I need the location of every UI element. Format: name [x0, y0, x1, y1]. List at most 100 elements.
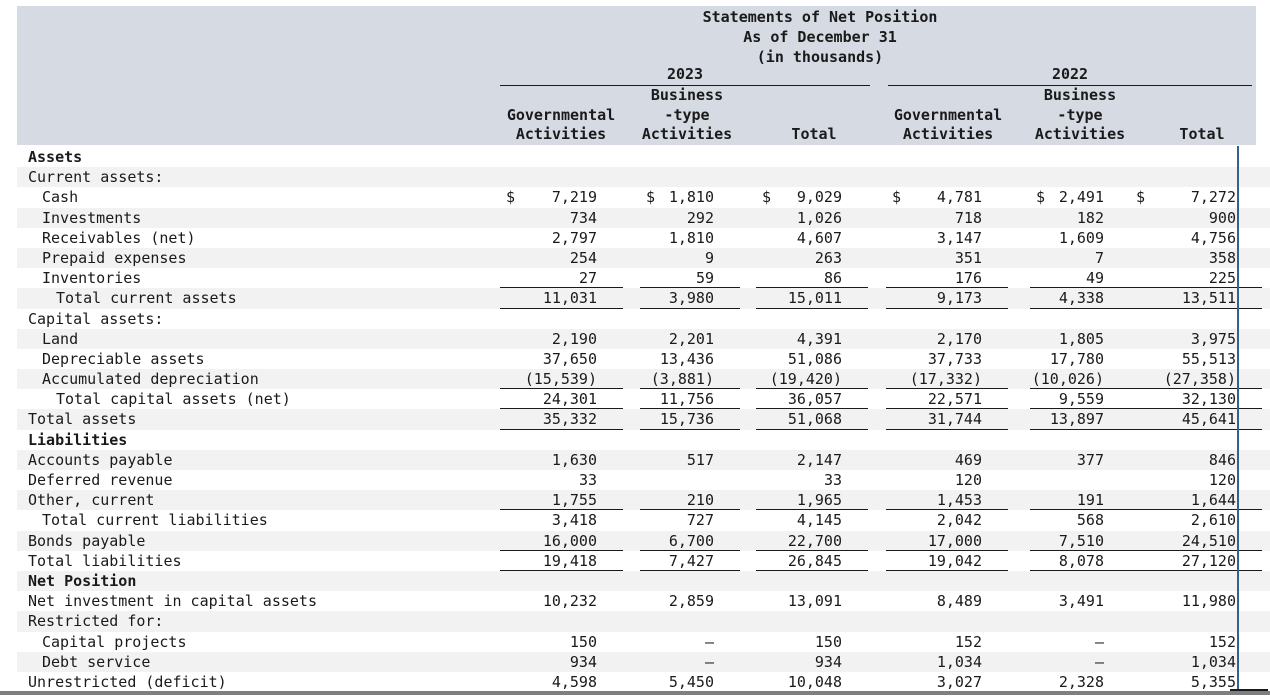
value-box: 3,980	[640, 288, 740, 309]
column-header-total-2023: Total	[729, 86, 899, 145]
column-header-gov-2022: Governmental Activities	[863, 86, 1033, 145]
row-label: Total current assets	[56, 289, 237, 308]
cell-gov-2023: 150	[498, 632, 623, 652]
cell-biz-2023: (3,881)	[623, 369, 740, 390]
cell-total-2023: 36,057	[740, 389, 868, 410]
value-text: 2,491	[1058, 188, 1104, 207]
cell-gov-2022: 17,000	[868, 531, 1008, 551]
cell-total-2022: 900	[1130, 208, 1262, 228]
value-box: 517	[686, 450, 714, 469]
value-box: 900	[1208, 208, 1236, 227]
value-box: 120	[1208, 471, 1236, 489]
value-box: (15,539)	[500, 369, 623, 390]
value-box: 11,980	[1181, 592, 1236, 611]
cell-gov-2022: 718	[868, 208, 1008, 228]
value-box: 469	[954, 450, 982, 469]
cell-gov-2023: 1,630	[498, 450, 623, 470]
table-row: Unrestricted (deficit) 4,598 5,450 10,048 3,…	[17, 672, 1270, 692]
cell-total-2023	[740, 147, 868, 167]
cell-biz-2023: 5,450	[623, 672, 740, 692]
table-row: Assets	[17, 147, 1270, 167]
dollar-sign: $	[1036, 188, 1046, 207]
value-box: 27	[500, 268, 623, 289]
cell-total-2023	[740, 611, 868, 631]
row-label: Other, current	[28, 491, 155, 510]
cell-biz-2023: 1,810	[623, 228, 740, 248]
cell-gov-2022	[868, 611, 1008, 631]
cell-biz-2023: $1,810	[623, 187, 740, 207]
value-box: 358	[1208, 248, 1236, 267]
value-box: 8,078	[1030, 551, 1130, 571]
value-text: 9,029	[796, 188, 842, 207]
value-box: 176	[886, 268, 1008, 289]
column-header-line: Activities	[1034, 125, 1126, 144]
value-box: 568	[1076, 511, 1104, 530]
cell-total-2022: 1,034	[1130, 652, 1262, 672]
row-label: Current assets:	[28, 168, 164, 187]
row-label: Investments	[42, 208, 142, 227]
row-label: Capital assets:	[28, 309, 164, 328]
value-box: 4,598	[551, 672, 597, 691]
cell-biz-2023: 2,201	[623, 329, 740, 349]
value-box: 846	[1208, 450, 1236, 469]
row-label: Assets	[28, 148, 83, 166]
cell-biz-2022: —	[1008, 652, 1130, 672]
value-box: 17,780	[1049, 349, 1104, 368]
cell-biz-2022	[1008, 309, 1130, 329]
value-box: 3,975	[1190, 329, 1236, 348]
cell-gov-2023: 37,650	[498, 349, 623, 369]
value-box: 3,491	[1058, 592, 1104, 611]
cell-biz-2022: 13,897	[1008, 409, 1130, 430]
cell-gov-2023	[498, 611, 623, 631]
table-row: Total current assets 11,031 3,980 15,011 9,1…	[17, 288, 1270, 309]
year-group-2023: 2023	[500, 64, 870, 86]
cell-gov-2023	[498, 167, 623, 187]
cell-gov-2023: 1,755	[498, 490, 623, 511]
cell-total-2023: 26,845	[740, 551, 868, 571]
column-header-line: Activities	[902, 125, 994, 144]
rows-container: Assets Current assets: Cash $7,219 $1,810 $9,…	[0, 147, 1270, 692]
cell-gov-2023	[498, 430, 623, 450]
value-box: 5,450	[668, 672, 714, 691]
value-box: 19,418	[500, 551, 623, 571]
value-box: 19,042	[886, 551, 1008, 571]
value-box: $7,272	[1130, 187, 1262, 207]
value-box: 1,805	[1058, 329, 1104, 348]
value-box: 210	[640, 490, 740, 511]
value-box: 1,034	[936, 652, 982, 671]
cell-gov-2022: (17,332)	[868, 369, 1008, 390]
value-box: 150	[569, 632, 597, 651]
value-box: (10,026)	[1030, 369, 1130, 390]
value-box: 10,048	[787, 672, 842, 691]
cell-gov-2022: 8,489	[868, 591, 1008, 611]
cell-gov-2023: 734	[498, 208, 623, 228]
row-label: Prepaid expenses	[42, 248, 187, 267]
cell-total-2023: 934	[740, 652, 868, 672]
row-label: Total capital assets (net)	[56, 390, 291, 409]
cell-biz-2022	[1008, 611, 1130, 631]
cell-biz-2022: —	[1008, 632, 1130, 652]
value-box: 1,034	[1190, 652, 1236, 671]
value-box: $7,219	[500, 187, 623, 207]
cell-total-2022: 4,756	[1130, 228, 1262, 248]
cell-gov-2023: 2,190	[498, 329, 623, 349]
table-row: Total liabilities 19,418 7,427 26,845 19,042…	[17, 551, 1270, 571]
cell-total-2023	[740, 430, 868, 450]
cell-total-2022	[1130, 611, 1262, 631]
cell-total-2022	[1130, 309, 1262, 329]
value-box: 1,453	[886, 490, 1008, 511]
table-row: Depreciable assets 37,650 13,436 51,086 37,7…	[17, 349, 1270, 369]
table-row: Other, current 1,755 210 1,965 1,453 191 1,644	[17, 490, 1270, 511]
row-label: Capital projects	[42, 632, 187, 651]
table-row: Inventories 27 59 86 176 49 225	[17, 268, 1270, 289]
cell-biz-2022: 49	[1008, 268, 1130, 289]
cell-gov-2022: 37,733	[868, 349, 1008, 369]
cell-biz-2022	[1008, 167, 1130, 187]
cell-total-2023: 51,068	[740, 409, 868, 430]
cell-total-2022: 45,641	[1130, 409, 1262, 430]
cell-biz-2023: 3,980	[623, 288, 740, 309]
cell-gov-2022: 3,027	[868, 672, 1008, 692]
table-row: Net investment in capital assets 10,232 2,…	[17, 591, 1270, 611]
cell-biz-2023: 7,427	[623, 551, 740, 571]
column-header-line: -type	[1057, 105, 1103, 124]
